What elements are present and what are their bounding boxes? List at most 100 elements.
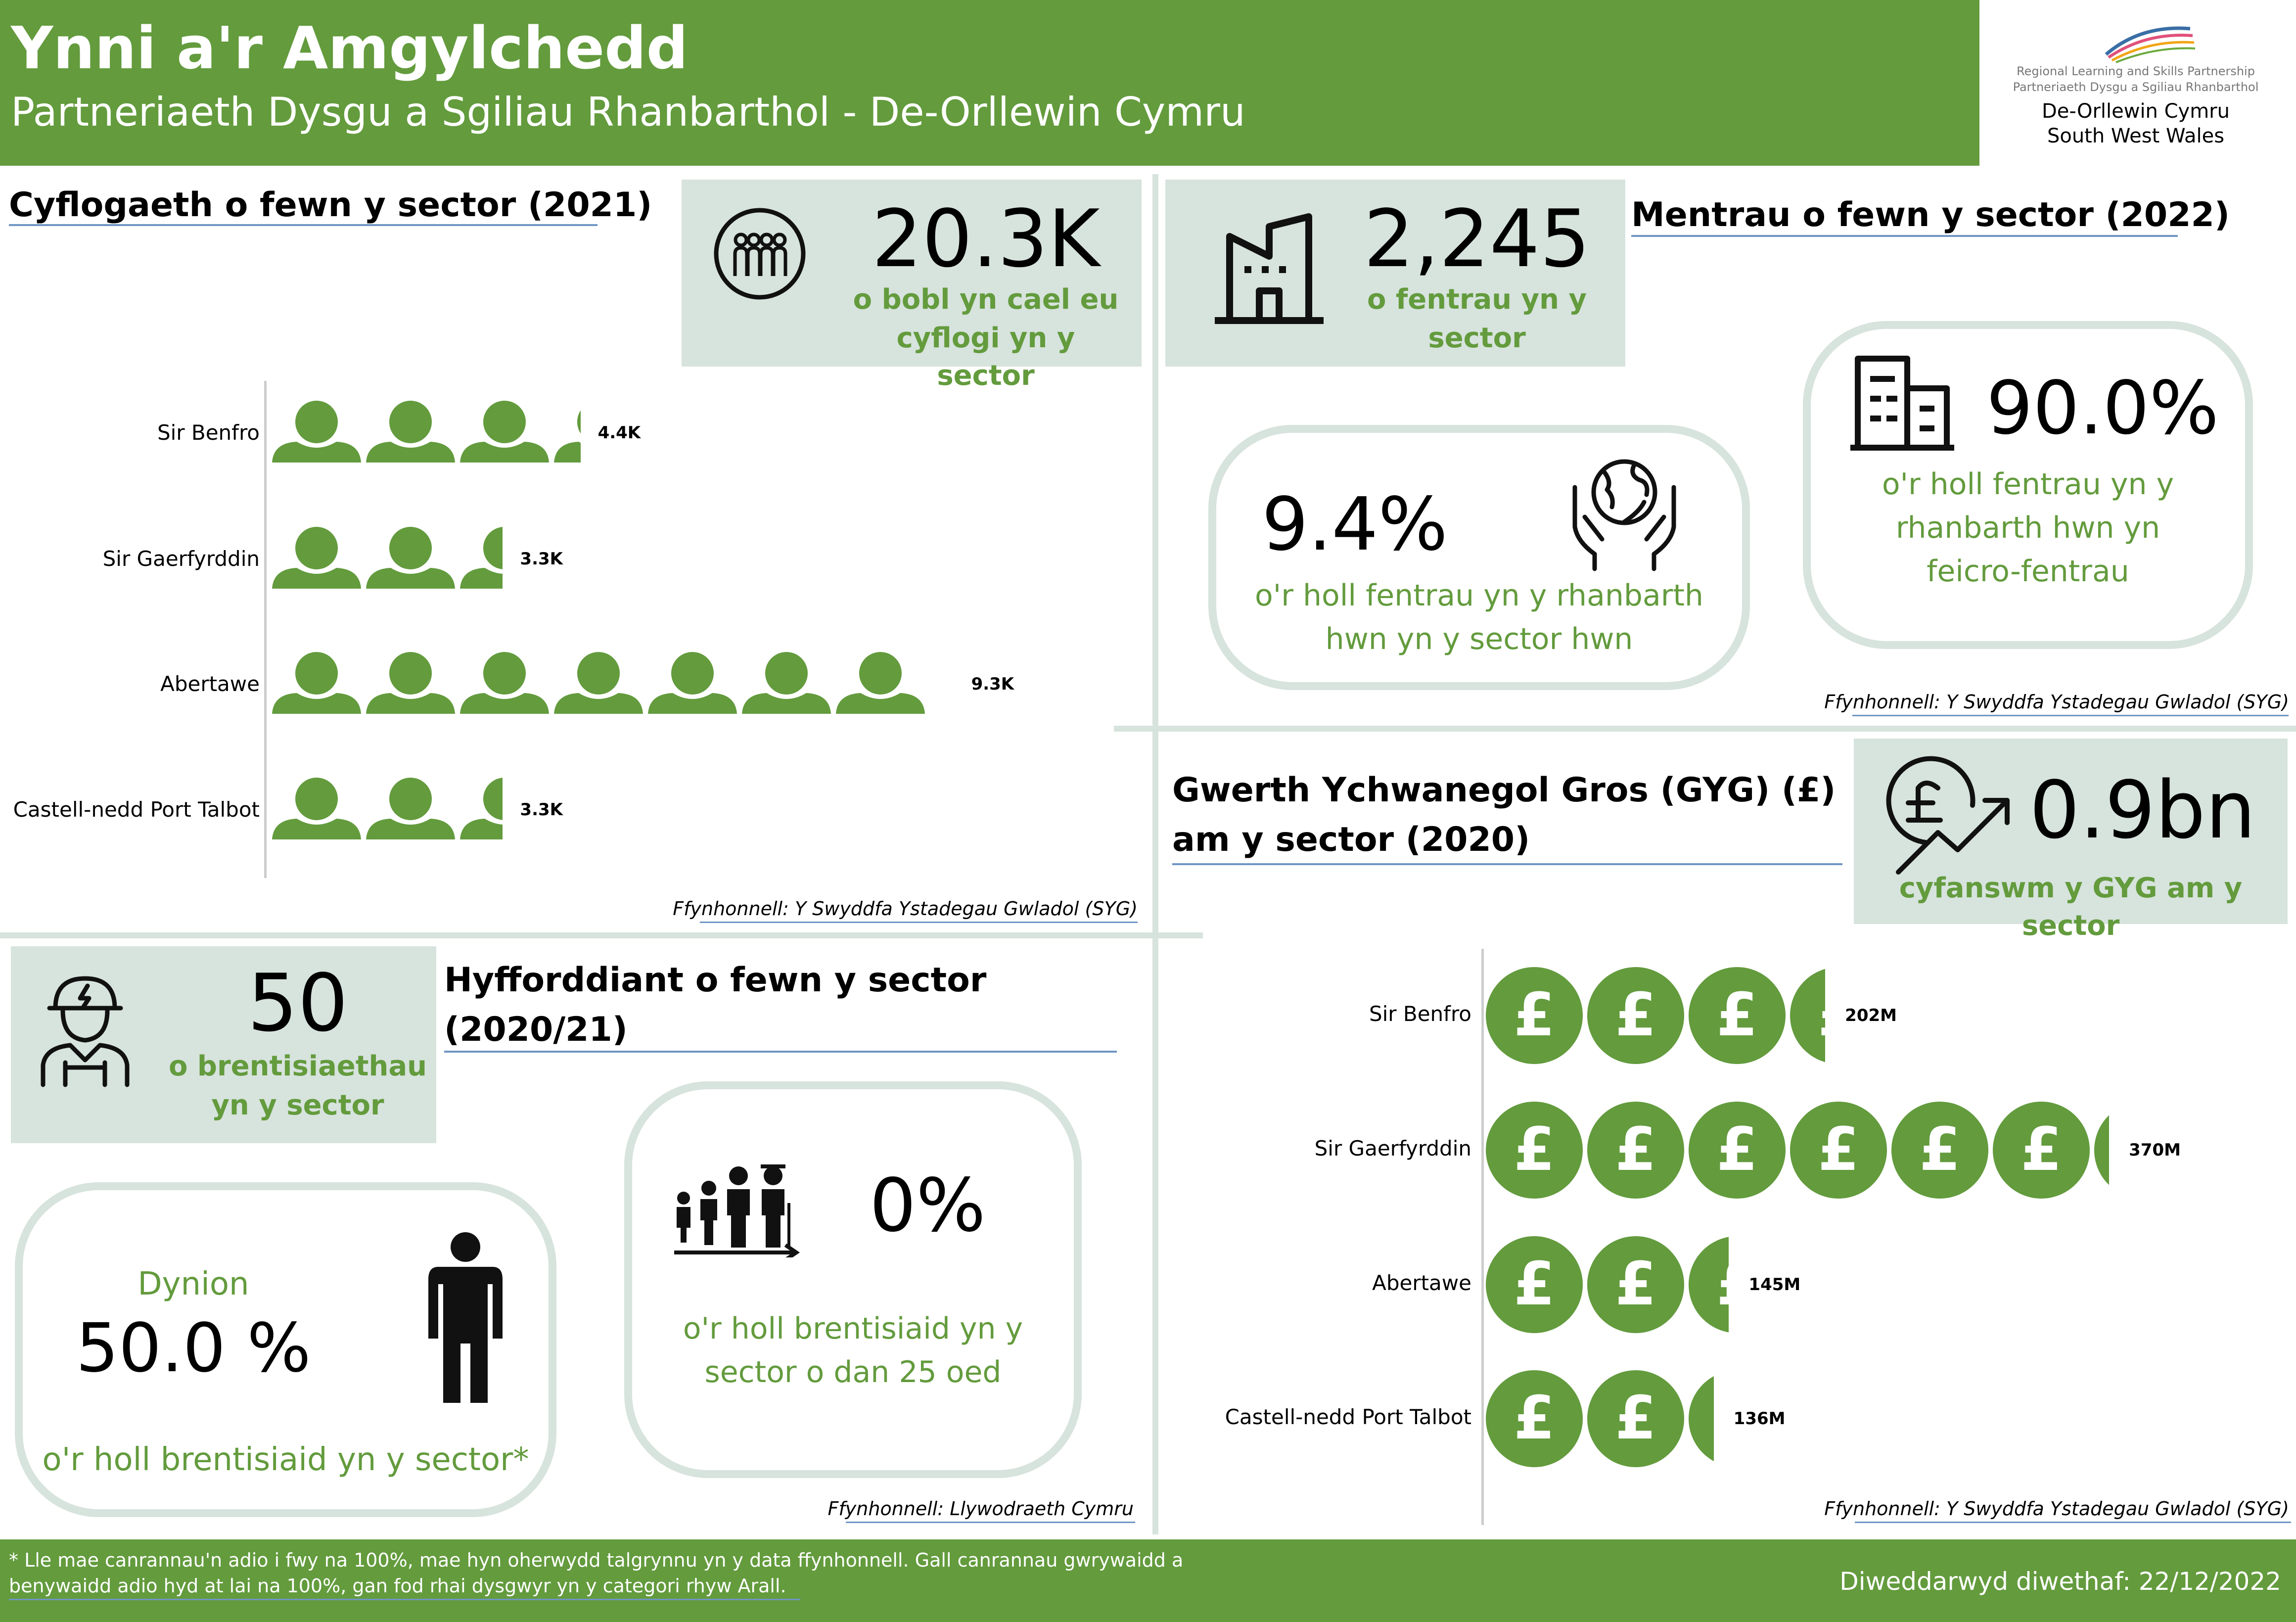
- header-bar: [0, 0, 1979, 166]
- employment-value-label: 9.3K: [971, 674, 1014, 694]
- gva-value-label: 145M: [1748, 1275, 1801, 1295]
- logo: Regional Learning and Skills Partnership…: [1982, 15, 2289, 158]
- svg-text:£: £: [1716, 981, 1758, 1050]
- enterprise-micro-label-1: o'r holl fentrau yn y: [1882, 467, 2174, 502]
- svg-text:£: £: [1615, 981, 1656, 1050]
- gender-label: Dynion: [138, 1266, 249, 1302]
- employment-title: Cyflogaeth o fewn y sector (2021): [9, 185, 652, 225]
- enterprise-kpi-label-2: sector: [1428, 322, 1526, 354]
- employment-value-label: 3.3K: [520, 549, 563, 569]
- person-pictogram: [366, 527, 455, 589]
- person-pictogram: [836, 652, 925, 714]
- gender-card: Dynion 50.0 % o'r holl brentisiaid yn y …: [15, 1182, 556, 1517]
- training-kpi-label-1: o brentisiaethau: [168, 1050, 427, 1082]
- pound-coin-pictogram: £: [1486, 967, 1583, 1064]
- pound-coin-pictogram: £: [1689, 1376, 1714, 1461]
- enterprise-source: Ffynhonnell: Y Swyddfa Ystadegau Gwladol…: [1824, 691, 2289, 713]
- pound-coin-pictogram: £: [1587, 1102, 1684, 1199]
- youth-value: 0%: [870, 1163, 986, 1248]
- logo-line-1: Regional Learning and Skills Partnership: [2017, 64, 2255, 78]
- swoosh-icon: [2105, 26, 2196, 63]
- gva-value-label: 136M: [1733, 1409, 1786, 1429]
- divider-left-horizontal: [0, 932, 1203, 938]
- person-pictogram: [272, 652, 361, 714]
- training-kpi-panel: 50 o brentisiaethau yn y sector: [11, 946, 436, 1143]
- pound-coin-pictogram: £: [1790, 1102, 1887, 1199]
- gva-kpi-value: 0.9bn: [2029, 764, 2256, 856]
- pound-coin-pictogram: £: [1486, 1102, 1583, 1199]
- building-icon: [1215, 213, 1324, 324]
- crowd-icon: [714, 208, 806, 300]
- person-pictogram: [366, 652, 455, 714]
- youth-label-1: o'r holl brentisiaid yn y: [683, 1311, 1023, 1346]
- gva-value-label: 202M: [1845, 1006, 1897, 1025]
- gva-title-underline: [1172, 863, 1842, 865]
- enterprise-title: Mentrau o fewn y sector (2022): [1631, 195, 2230, 234]
- employment-category-label: Sir Gaerfyrddin: [102, 547, 260, 571]
- footer-note-1: * Lle mae canrannau'n adio i fwy na 100%…: [9, 1549, 1184, 1571]
- page-title: Ynni a'r Amgylchedd: [11, 14, 689, 82]
- footer-note-2: benywaidd adio hyd at lai na 100%, gan f…: [9, 1575, 786, 1597]
- enterprise-micro-card: 90.0% o'r holl fentrau yn y rhanbarth hw…: [1803, 321, 2253, 649]
- logo-line-4: South West Wales: [2047, 125, 2225, 147]
- training-title-1: Hyfforddiant o fewn y sector: [444, 961, 987, 1000]
- person-pictogram: [742, 652, 831, 714]
- person-pictogram: [460, 527, 503, 589]
- family-icon: [674, 1164, 800, 1257]
- enterprise-kpi-label-1: o fentrau yn y: [1367, 283, 1587, 316]
- person-pictogram: [272, 778, 361, 839]
- divider-right-horizontal: [1114, 726, 2296, 732]
- enterprise-micro-label-3: feicro-fentrau: [1927, 554, 2129, 589]
- pound-growth-icon: [1886, 756, 2010, 875]
- svg-text:£: £: [1514, 1115, 1555, 1184]
- employment-value-label: 3.3K: [520, 800, 563, 820]
- person-pictogram: [272, 527, 361, 589]
- svg-text:£: £: [1716, 1250, 1729, 1319]
- training-title-2: (2020/21): [444, 1010, 628, 1049]
- svg-text:£: £: [1615, 1384, 1656, 1453]
- employment-source: Ffynhonnell: Y Swyddfa Ystadegau Gwladol…: [673, 898, 1138, 920]
- person-pictogram: [366, 401, 455, 463]
- enterprise-share-card: 9.4% o'r holl fentrau yn y rhanbarth hwn…: [1208, 425, 1750, 690]
- pound-coin-pictogram: £: [2094, 1115, 2109, 1185]
- gva-category-label: Abertawe: [1372, 1271, 1471, 1295]
- logo-line-2: Partneriaeth Dysgu a Sgiliau Rhanbarthol: [2013, 80, 2259, 94]
- pound-coin-pictogram: £: [1486, 1370, 1583, 1467]
- employment-kpi-label-2: cyflogi yn y sector: [896, 322, 1075, 392]
- gender-value: 50.0 %: [76, 1309, 311, 1388]
- gva-kpi-panel: 0.9bn cyfanswm y GYG am y sector: [1854, 739, 2288, 942]
- pound-coin-pictogram: £: [1689, 967, 1786, 1064]
- svg-text:£: £: [2020, 1115, 2062, 1184]
- worker-icon: [41, 976, 130, 1087]
- enterprise-share-value: 9.4%: [1262, 482, 1448, 567]
- person-pictogram: [648, 652, 737, 714]
- youth-label-2: sector o dan 25 oed: [704, 1355, 1002, 1390]
- pound-coin-pictogram: £: [1689, 1237, 1729, 1333]
- training-title-underline: [444, 1051, 1117, 1053]
- enterprise-kpi-value: 2,245: [1363, 192, 1591, 285]
- enterprise-micro-value: 90.0%: [1986, 366, 2219, 451]
- gva-title-2: am y sector (2020): [1172, 820, 1530, 859]
- employment-title-underline: [9, 224, 597, 226]
- employment-category-label: Castell-nedd Port Talbot: [13, 797, 260, 822]
- training-kpi-value: 50: [247, 957, 348, 1049]
- enterprise-kpi-panel: 2,245 o fentrau yn y sector: [1165, 180, 1625, 367]
- footer-note-underline: [9, 1599, 800, 1600]
- pound-coin-pictogram: £: [1993, 1102, 2090, 1199]
- pound-coin-pictogram: £: [1689, 1102, 1786, 1199]
- person-pictogram: [554, 652, 643, 714]
- svg-text:£: £: [1716, 1115, 1758, 1184]
- person-pictogram: [460, 778, 503, 839]
- svg-text:£: £: [1818, 981, 1825, 1050]
- employment-value-label: 4.4K: [597, 423, 641, 443]
- employment-kpi-panel: 20.3K o bobl yn cael eu cyflogi yn y sec…: [682, 180, 1142, 392]
- enterprise-share-label-1: o'r holl fentrau yn y rhanbarth: [1255, 578, 1703, 613]
- employment-axis-line: [264, 381, 267, 878]
- svg-text:£: £: [1514, 1384, 1555, 1453]
- gva-title-1: Gwerth Ychwanegol Gros (GYG) (£): [1172, 771, 1836, 810]
- pound-coin-pictogram: £: [1486, 1236, 1583, 1333]
- svg-text:£: £: [1818, 1115, 1859, 1184]
- person-pictogram: [460, 652, 549, 714]
- logo-line-3: De-Orllewin Cymru: [2042, 100, 2230, 123]
- pound-coin-pictogram: £: [1790, 969, 1825, 1063]
